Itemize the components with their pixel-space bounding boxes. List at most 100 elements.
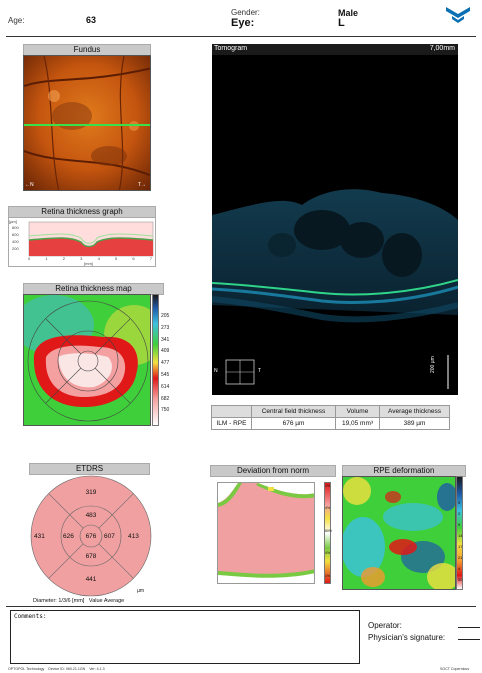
table-cell: 389 µm xyxy=(379,417,450,430)
gender-label: Gender: xyxy=(231,8,260,17)
deviation-scale-label: 4% xyxy=(325,506,331,511)
rpe-scale-label: 17 xyxy=(458,544,463,549)
rpe-scale-label: 2 xyxy=(458,511,461,516)
rpe-scale-label: 21 xyxy=(458,555,463,560)
tomogram-scale-bar: 200 µm xyxy=(430,356,436,373)
deviation-scale-label: 1% xyxy=(325,573,331,578)
fundus-right-marker: T→ xyxy=(138,182,147,188)
graph-xlabel: [mm] xyxy=(84,261,93,266)
table-header-cell: Volume xyxy=(335,405,380,418)
measurements-table: Central field thickness Volume Average t… xyxy=(211,405,450,430)
graph-ytick: 400 xyxy=(12,239,19,244)
etdrs-caption: Diameter: 1/3/6 [mm] Value Average xyxy=(33,598,125,604)
graph-xtick: 6 xyxy=(132,256,135,261)
thickness-scale-label: 341 xyxy=(161,336,170,343)
etdrs-inner-nasal: 626 xyxy=(63,533,74,540)
etdrs-title: ETDRS xyxy=(29,463,150,475)
footer-divider xyxy=(6,606,476,607)
tomogram-right-marker: T xyxy=(258,368,262,374)
table-cell: 676 µm xyxy=(251,417,336,430)
rpe-colorbar xyxy=(456,476,463,590)
footer-right: SOCT Copernicus xyxy=(440,667,470,671)
rpe-scale-label: 50 xyxy=(458,577,463,582)
graph-xtick: 7 xyxy=(149,256,152,261)
graph-xtick: 1 xyxy=(45,256,48,261)
tomogram-left-marker: N xyxy=(214,368,218,374)
table-cell: 19,05 mm³ xyxy=(335,417,380,430)
eye-value: L xyxy=(338,17,345,29)
fundus-image xyxy=(23,55,151,191)
fundus-left-marker: ←N xyxy=(25,182,34,188)
deviation-colorbar xyxy=(324,482,331,584)
eye-label: Eye: xyxy=(231,17,255,29)
comments-box[interactable]: Comments: xyxy=(10,610,360,664)
gender-value: Male xyxy=(338,8,359,18)
table-header-cell xyxy=(211,405,252,418)
graph-ytick: 600 xyxy=(12,232,19,237)
physician-signature-line[interactable] xyxy=(458,639,480,640)
thickness-colorbar xyxy=(152,294,159,426)
etdrs-center: 676 xyxy=(85,533,97,540)
graph-xticks: 0 1 2 3 4 5 6 7 xyxy=(28,256,152,261)
optovue-logo-icon xyxy=(445,5,471,25)
thickness-scale-label: 750 xyxy=(161,407,170,414)
etdrs-unit: µm xyxy=(137,588,145,594)
graph-xtick: 4 xyxy=(97,256,100,261)
rpe-scale-label: 9 xyxy=(458,522,461,527)
tomogram-title: Tomogram xyxy=(214,45,248,52)
tomogram-image: N T 200 µm xyxy=(212,55,458,395)
deviation-scale-label xyxy=(325,495,332,506)
etdrs-outer-superior: 319 xyxy=(85,489,97,496)
deviation-scale-label xyxy=(325,518,332,529)
operator-label: Operator: xyxy=(368,621,402,630)
graph-xtick: 0 xyxy=(28,256,31,261)
graph-ytick: 200 xyxy=(12,246,19,251)
deviation-title: Deviation from norm xyxy=(210,465,336,477)
thickness-scale-label: 205 xyxy=(161,313,170,319)
thickness-scale-label: 477 xyxy=(161,360,170,367)
table-header-cell: Central field thickness xyxy=(251,405,336,418)
thickness-scale-label: 409 xyxy=(161,348,170,355)
etdrs-chart: 319 483 431 626 676 607 413 678 441 xyxy=(30,475,152,597)
thickness-scale: 205 273 341 409 477 545 614 682 750 xyxy=(161,313,169,419)
table-cell: ILM - RPE xyxy=(211,417,252,430)
thickness-graph xyxy=(8,217,156,267)
deviation-scale: 1% 4% 80% 4% 1% xyxy=(325,484,332,585)
deviation-scale-label: 4% xyxy=(325,551,331,556)
physician-signature-label: Physician's signature: xyxy=(368,633,446,642)
footer-left: OPTOPOL Technology Device ID: 060.21.1GN… xyxy=(8,667,105,671)
thickness-scale-label: 545 xyxy=(161,371,170,378)
etdrs-outer-temporal: 413 xyxy=(128,533,139,540)
tomogram-header: Tomogram 7,00mm xyxy=(212,44,458,55)
operator-line[interactable] xyxy=(458,627,480,628)
age-value: 63 xyxy=(86,15,97,25)
rpe-scale-label: 5 xyxy=(458,500,461,505)
rpe-map xyxy=(342,476,456,590)
tomogram-length: 7,00mm xyxy=(429,45,455,52)
graph-xtick: 3 xyxy=(80,256,83,261)
graph-xtick: 5 xyxy=(114,256,118,261)
graph-ylabel: [µm] xyxy=(9,219,17,224)
etdrs-inner-inferior: 678 xyxy=(85,553,97,560)
deviation-scale-label xyxy=(325,562,332,573)
deviation-scale-label xyxy=(325,540,332,551)
rpe-scale-label: 4 xyxy=(458,566,461,571)
thickness-scale-label: 273 xyxy=(161,324,170,331)
graph-xtick: 2 xyxy=(62,256,66,261)
rpe-scale-label xyxy=(458,489,462,500)
rpe-scale: 5 2 9 14 17 21 4 50 xyxy=(458,478,462,588)
graph-yticks: 800 600 400 200 xyxy=(12,225,26,253)
comments-label: Comments: xyxy=(14,613,47,620)
table-row: ILM - RPE 676 µm 19,05 mm³ 389 µm xyxy=(211,417,450,430)
deviation-scale-label: 1% xyxy=(325,484,331,488)
header-divider xyxy=(6,36,476,37)
graph-ytick: 800 xyxy=(12,225,19,230)
etdrs-inner-superior: 483 xyxy=(85,512,97,519)
thickness-scale-label: 614 xyxy=(161,383,170,390)
thickness-scale-label: 682 xyxy=(161,395,170,402)
etdrs-inner-temporal: 607 xyxy=(104,533,115,540)
thickness-map xyxy=(23,294,151,426)
deviation-scale-label: 80% xyxy=(325,528,333,533)
etdrs-outer-nasal: 431 xyxy=(34,533,45,540)
deviation-map xyxy=(217,482,315,584)
